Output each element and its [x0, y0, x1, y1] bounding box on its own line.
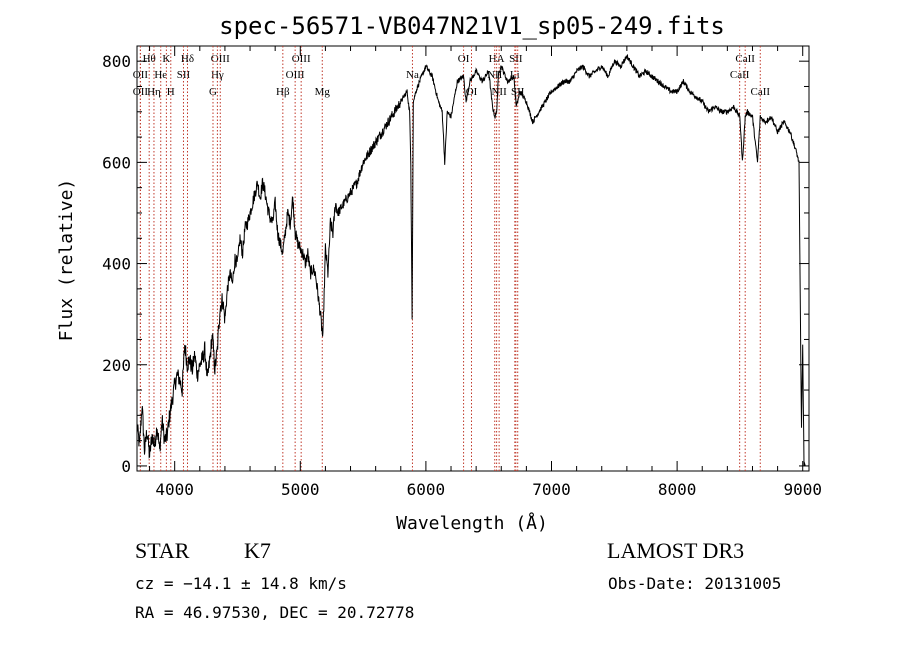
- x-tick-label: 9000: [783, 480, 822, 499]
- plot-frame: [136, 45, 810, 472]
- y-tick-label: 400: [102, 255, 131, 274]
- object-subclass: K7: [244, 538, 271, 563]
- line-marker-label: HA: [489, 53, 505, 65]
- x-tick-label: 5000: [281, 480, 320, 499]
- line-marker-label: CaII: [730, 69, 750, 81]
- x-tick-label: 7000: [532, 480, 571, 499]
- line-marker-label: Hη: [147, 86, 161, 98]
- observation-date: Obs-Date: 20131005: [608, 574, 782, 593]
- survey-name: LAMOST DR3: [607, 538, 745, 563]
- y-tick-label: 200: [102, 356, 131, 375]
- x-tick-label: 4000: [155, 480, 194, 499]
- line-marker-label: G: [209, 86, 217, 98]
- line-marker-label: H: [167, 86, 175, 98]
- chart-title: spec-56571-VB047N21V1_sp05-249.fits: [219, 12, 725, 40]
- line-marker-label: He: [154, 69, 167, 81]
- y-tick-label: 0: [121, 457, 131, 476]
- line-marker-label: Hθ: [143, 53, 156, 65]
- line-marker-label: Mg: [315, 86, 331, 98]
- y-tick-label: 800: [102, 52, 131, 71]
- line-marker-label: CaII: [735, 53, 755, 65]
- y-tick-label: 600: [102, 153, 131, 172]
- line-marker-label: NII: [491, 86, 507, 98]
- line-marker-label: OI: [466, 86, 478, 98]
- line-marker-label: OIII: [292, 53, 311, 65]
- line-marker-label: Hβ: [276, 86, 290, 98]
- ra-dec-coordinates: RA = 46.97530, DEC = 20.72778: [135, 603, 415, 622]
- x-tick-label: 8000: [658, 480, 697, 499]
- line-marker-label: OI: [458, 53, 470, 65]
- line-marker-label: Li: [510, 69, 520, 81]
- line-marker-label: OIII: [211, 53, 230, 65]
- object-class: STAR: [135, 538, 190, 563]
- y-axis-label: Flux (relative): [56, 179, 77, 342]
- line-marker-label: CaII: [750, 86, 770, 98]
- line-marker-label: SII: [509, 53, 523, 65]
- line-marker-label: Na: [406, 69, 419, 81]
- line-marker-label: Hγ: [211, 69, 224, 81]
- line-marker-label: SII: [177, 69, 191, 81]
- x-tick-label: 6000: [407, 480, 446, 499]
- line-marker-label: Hδ: [181, 53, 194, 65]
- axes: 4000 5000 6000 7000 8000 9000 0 200 400 600 800: [102, 46, 822, 499]
- line-marker-label: OIII: [286, 69, 305, 81]
- line-marker-label: K: [162, 53, 170, 65]
- x-axis-label: Wavelength (Å): [396, 512, 548, 534]
- redshift-cz: cz = −14.1 ± 14.8 km/s: [135, 574, 347, 593]
- spectrum-line: [136, 53, 806, 467]
- line-marker-label: OII: [133, 86, 149, 98]
